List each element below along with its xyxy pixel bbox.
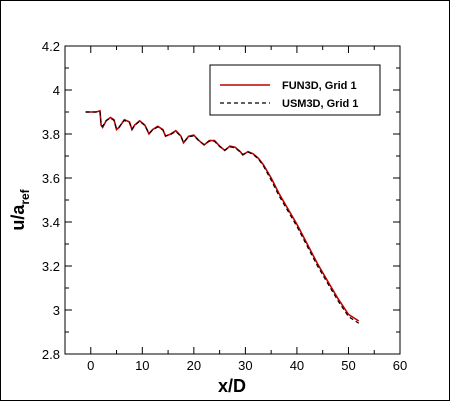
x-tick-label: 0 bbox=[87, 358, 94, 373]
y-tick-label: 3.8 bbox=[42, 127, 60, 142]
y-tick-label: 2.8 bbox=[42, 347, 60, 362]
x-tick-label: 50 bbox=[341, 358, 355, 373]
legend: FUN3D, Grid 1 USM3D, Grid 1 bbox=[209, 64, 381, 116]
x-tick-label: 40 bbox=[290, 358, 304, 373]
legend-box bbox=[209, 64, 381, 116]
legend-label-usm3d: USM3D, Grid 1 bbox=[282, 98, 358, 110]
x-tick-label: 60 bbox=[393, 358, 407, 373]
series-layer bbox=[85, 109, 360, 324]
y-tick-label: 3 bbox=[53, 303, 60, 318]
series-line-fun3d bbox=[85, 109, 360, 322]
y-tick-label: 3.4 bbox=[42, 215, 60, 230]
y-tick-label: 3.6 bbox=[42, 171, 60, 186]
y-axis-title-main: u/a bbox=[8, 204, 28, 231]
y-axis-title-sub: ref bbox=[18, 188, 32, 204]
x-tick-label: 10 bbox=[135, 358, 149, 373]
y-axis-title: u/aref bbox=[8, 188, 32, 230]
x-tick-label: 20 bbox=[187, 358, 201, 373]
series-line-usm3d bbox=[85, 111, 360, 324]
y-tick-label: 4.2 bbox=[42, 39, 60, 54]
y-tick-label: 4 bbox=[53, 83, 60, 98]
y-tick-label: 3.2 bbox=[42, 259, 60, 274]
x-axis-title: x/D bbox=[218, 376, 246, 396]
x-tick-label: 30 bbox=[238, 358, 252, 373]
legend-label-fun3d: FUN3D, Grid 1 bbox=[282, 80, 357, 92]
axes-group: 0 10 20 30 40 50 60 2.8 3 3.2 3.4 3.6 3.8 4 4.2 bbox=[42, 39, 407, 373]
